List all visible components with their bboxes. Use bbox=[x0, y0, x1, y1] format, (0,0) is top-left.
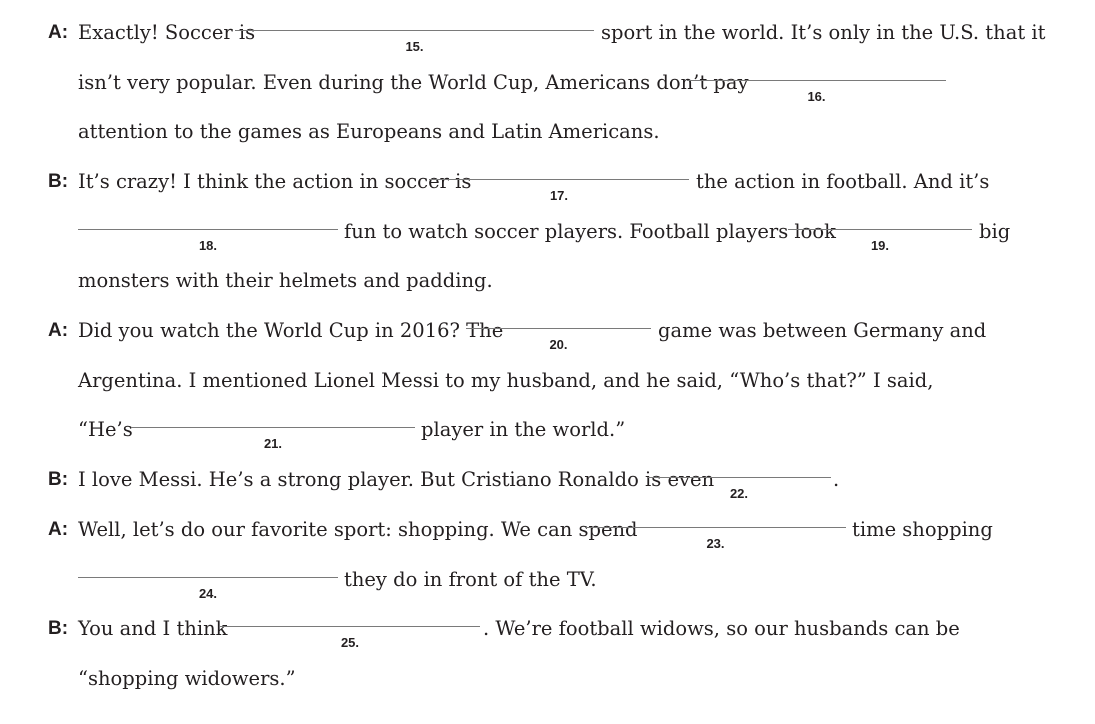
blank-number: 22. bbox=[729, 486, 749, 501]
speaker-label: B: bbox=[48, 618, 69, 639]
speaker-label: B: bbox=[48, 469, 69, 490]
dialogue-text: “shopping widowers.” bbox=[78, 667, 296, 690]
dialogue-text: sport in the world. It’s only in the U.S… bbox=[601, 21, 1046, 44]
dialogue-text: Exactly! Soccer is bbox=[78, 21, 256, 44]
blank-number: 17. bbox=[549, 188, 569, 203]
speaker-label: B: bbox=[48, 171, 69, 192]
answer-blank-25[interactable]: 25. bbox=[220, 617, 480, 657]
dialogue-text: . bbox=[833, 468, 840, 491]
answer-blank-24[interactable]: 24. bbox=[78, 568, 338, 608]
blank-number: 15. bbox=[405, 39, 424, 54]
blank-number: 24. bbox=[198, 586, 218, 601]
answer-blank-18[interactable]: 18. bbox=[78, 220, 338, 260]
dialogue-text: the action in football. And it’s bbox=[696, 170, 990, 193]
dialogue-text: they do in front of the TV. bbox=[344, 568, 597, 591]
speaker-label: A: bbox=[48, 22, 69, 43]
blank-number: 23. bbox=[706, 536, 725, 551]
dialogue-text: “He’s bbox=[78, 418, 133, 441]
dialogue-text: monsters with their helmets and padding. bbox=[78, 269, 493, 292]
answer-blank-23[interactable]: 23. bbox=[585, 518, 846, 558]
answer-blank-20[interactable]: 20. bbox=[466, 319, 651, 359]
dialogue-text: time shopping bbox=[852, 518, 993, 541]
dialogue-text: fun to watch soccer players. Football pl… bbox=[344, 220, 836, 243]
speaker-label: A: bbox=[48, 320, 69, 341]
dialogue-text: game was between Germany and bbox=[658, 319, 987, 342]
blank-number: 19. bbox=[870, 238, 890, 253]
speaker-label: A: bbox=[48, 519, 69, 540]
answer-blank-15[interactable]: 15. bbox=[235, 21, 594, 61]
dialogue-text: isn’t very popular. Even during the Worl… bbox=[78, 71, 749, 94]
dialogue-text: You and I think bbox=[78, 617, 228, 640]
blank-number: 18. bbox=[198, 238, 218, 253]
dialogue-text: Well, let’s do our favorite sport: shopp… bbox=[78, 518, 638, 541]
answer-blank-16[interactable]: 16. bbox=[687, 71, 946, 111]
blank-number: 25. bbox=[340, 635, 360, 650]
blank-number: 16. bbox=[807, 89, 826, 104]
dialogue-text: It’s crazy! I think the action in soccer… bbox=[78, 170, 472, 193]
dialogue-text: Did you watch the World Cup in 2016? The bbox=[78, 319, 504, 342]
dialogue-text: Argentina. I mentioned Lionel Messi to m… bbox=[78, 369, 934, 392]
blank-number: 21. bbox=[263, 436, 283, 451]
blank-number: 20. bbox=[549, 337, 568, 352]
dialogue-text: attention to the games as Europeans and … bbox=[78, 120, 660, 143]
dialogue-text: I love Messi. He’s a strong player. But … bbox=[78, 468, 715, 491]
dialogue-text: player in the world.” bbox=[421, 418, 626, 441]
dialogue-text: big bbox=[979, 220, 1011, 243]
answer-blank-17[interactable]: 17. bbox=[429, 170, 689, 210]
dialogue-text: . We’re football widows, so our husbands… bbox=[483, 617, 960, 640]
answer-blank-19[interactable]: 19. bbox=[788, 220, 972, 260]
answer-blank-21[interactable]: 21. bbox=[131, 418, 415, 458]
answer-blank-22[interactable]: 22. bbox=[647, 468, 831, 508]
